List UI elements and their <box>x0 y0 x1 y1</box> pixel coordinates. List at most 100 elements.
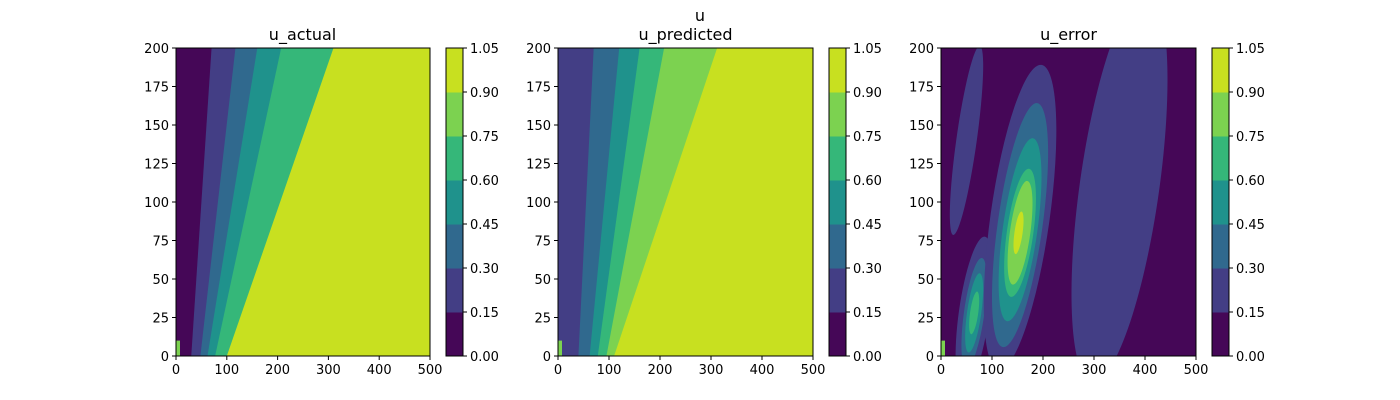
colorbar-segment <box>829 224 846 269</box>
contour-band <box>558 48 594 356</box>
contour-plot-u-predicted: 0 100 200 300 400 500 0 25 50 75 100 125 150 175 200 <box>526 42 825 378</box>
y-tick-label: 100 <box>909 196 934 211</box>
colorbar-segment <box>446 224 463 269</box>
y-tick-label: 175 <box>144 81 169 96</box>
y-tick-label: 200 <box>144 42 169 57</box>
y-tick-label: 175 <box>909 81 934 96</box>
colorbar-frame <box>1211 47 1230 357</box>
y-tick-label: 175 <box>526 81 551 96</box>
panel-u-actual: u_actual 0 100 200 300 400 500 0 25 50 75 100 125 15… <box>144 25 499 378</box>
panel-u-error: u_error 0 100 200 300 400 500 0 25 50 75 100 125 150… <box>909 25 1265 378</box>
y-tick-label: 50 <box>917 273 934 288</box>
colorbar-segment <box>829 136 846 181</box>
colorbar-segment <box>829 312 846 357</box>
colorbar-segment <box>1212 224 1229 269</box>
colorbar-segment <box>829 48 846 93</box>
x-tick-label: 0 <box>172 363 180 378</box>
colorbar-tick-label: 0.75 <box>853 130 882 145</box>
contour-plot-u-error: 0 100 200 300 400 500 0 25 50 75 100 125 150 175 200 <box>909 42 1209 378</box>
colorbar-segment <box>446 136 463 181</box>
colorbar-tick-label: 0.30 <box>1236 262 1265 277</box>
x-tick-label: 200 <box>265 363 290 378</box>
y-tick-label: 0 <box>543 350 551 365</box>
y-tick-label: 50 <box>152 273 169 288</box>
x-tick-label: 100 <box>597 363 622 378</box>
colorbar-tick-label: 1.05 <box>853 42 882 57</box>
y-tick-label: 25 <box>152 312 169 327</box>
x-tick-label: 200 <box>1031 363 1056 378</box>
colorbar-tick-label: 0.45 <box>853 218 882 233</box>
colorbar-tick-label: 0.60 <box>853 174 882 189</box>
y-tick-label: 100 <box>526 196 551 211</box>
colorbar-tick-label: 0.45 <box>470 218 499 233</box>
y-tick-label: 150 <box>526 119 551 134</box>
y-tick-label: 0 <box>926 350 934 365</box>
colorbar-segment <box>446 312 463 357</box>
y-tick-label: 125 <box>909 158 934 173</box>
colorbar-segment <box>829 268 846 313</box>
y-tick-label: 0 <box>161 350 169 365</box>
colorbar-u-actual: 0.00 0.15 0.30 0.45 0.60 0.75 0.90 1.05 <box>445 42 499 365</box>
x-tick-label: 300 <box>1082 363 1107 378</box>
colorbar-segment <box>1212 180 1229 225</box>
colorbar-tick-label: 0.30 <box>853 262 882 277</box>
colorbar-tick-label: 0.45 <box>1236 218 1265 233</box>
x-tick-label: 500 <box>1184 363 1209 378</box>
colorbar-tick-label: 0.15 <box>1236 306 1265 321</box>
colorbar-segment <box>446 92 463 137</box>
contour-band <box>176 340 180 356</box>
x-tick-label: 400 <box>367 363 392 378</box>
contour-band <box>1013 211 1024 255</box>
contour-band <box>949 48 984 235</box>
colorbar-tick-label: 0.90 <box>853 86 882 101</box>
y-tick-label: 25 <box>917 312 934 327</box>
x-tick-label: 300 <box>699 363 724 378</box>
x-tick-label: 300 <box>316 363 341 378</box>
x-tick-label: 0 <box>937 363 945 378</box>
y-tick-label: 100 <box>144 196 169 211</box>
colorbar-segment <box>1212 48 1229 93</box>
colorbar-tick-label: 0.60 <box>1236 174 1265 189</box>
panel-title-u-predicted: u_predicted <box>638 25 732 45</box>
colorbar-segment <box>446 180 463 225</box>
colorbar-segment <box>829 92 846 137</box>
panel-title-u-actual: u_actual <box>269 25 336 45</box>
figure-suptitle: u <box>695 6 705 25</box>
colorbar-segment <box>1212 136 1229 181</box>
colorbar-tick-label: 0.00 <box>1236 350 1265 365</box>
colorbar-segment <box>446 268 463 313</box>
y-tick-label: 75 <box>917 235 934 250</box>
colorbar-tick-label: 1.05 <box>1236 42 1265 57</box>
contour-band <box>176 48 212 356</box>
colorbar-segment <box>1212 312 1229 357</box>
colorbar-tick-label: 0.00 <box>853 350 882 365</box>
colorbar-tick-label: 0.90 <box>1236 86 1265 101</box>
y-tick-label: 150 <box>909 119 934 134</box>
x-tick-label: 200 <box>648 363 673 378</box>
colorbar-tick-label: 0.75 <box>1236 130 1265 145</box>
colorbar-tick-label: 0.15 <box>853 306 882 321</box>
x-tick-label: 100 <box>980 363 1005 378</box>
contour-plot-u-actual: 0 100 200 300 400 500 0 25 50 75 100 125 150 175 200 <box>144 42 442 378</box>
y-tick-label: 25 <box>534 312 551 327</box>
colorbar-u-predicted: 0.00 0.15 0.30 0.45 0.60 0.75 0.90 1.05 <box>828 42 882 365</box>
colorbar-segment <box>1212 268 1229 313</box>
contour-band <box>941 340 945 356</box>
x-tick-label: 100 <box>214 363 239 378</box>
y-tick-label: 150 <box>144 119 169 134</box>
colorbar-tick-label: 0.00 <box>470 350 499 365</box>
x-tick-label: 0 <box>554 363 562 378</box>
colorbar-segment <box>1212 92 1229 137</box>
colorbar-frame <box>445 47 464 357</box>
colorbar-tick-label: 0.90 <box>470 86 499 101</box>
colorbar-segment <box>829 180 846 225</box>
contour-band <box>969 291 980 335</box>
colorbar-segment <box>446 48 463 93</box>
x-tick-label: 500 <box>801 363 826 378</box>
colorbar-tick-label: 0.60 <box>470 174 499 189</box>
colorbar-tick-label: 0.30 <box>470 262 499 277</box>
colorbar-tick-label: 0.75 <box>470 130 499 145</box>
y-tick-label: 50 <box>534 273 551 288</box>
y-tick-label: 75 <box>534 235 551 250</box>
